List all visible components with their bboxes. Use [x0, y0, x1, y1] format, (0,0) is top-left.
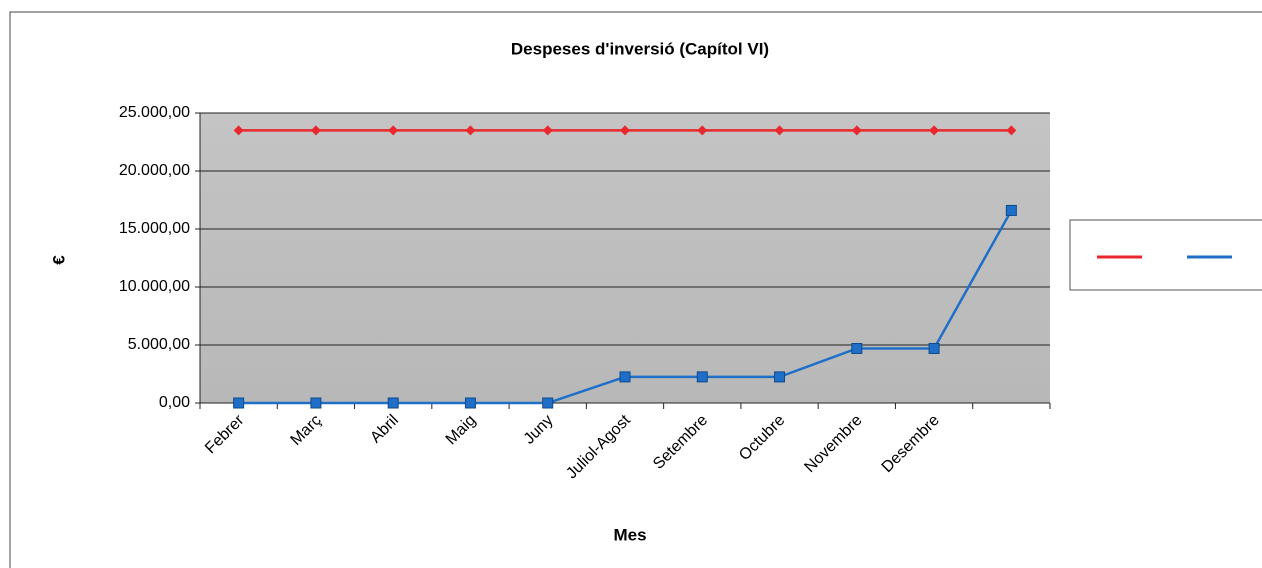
marker [310, 125, 321, 136]
marker [620, 125, 630, 136]
marker [388, 125, 399, 136]
marker [233, 397, 245, 409]
marker [387, 397, 399, 409]
marker [851, 342, 863, 354]
marker [929, 125, 940, 136]
marker [233, 125, 244, 136]
marker [1005, 204, 1017, 216]
marker [774, 371, 786, 383]
y-tick-label: 20.000,00 [119, 162, 190, 179]
chart-title: Despeses d'inversió (Capítol VI) [511, 39, 769, 58]
marker [697, 125, 708, 136]
y-tick-label: 0,00 [159, 394, 190, 411]
marker [619, 371, 631, 383]
marker [851, 125, 862, 136]
marker [696, 371, 708, 383]
y-tick-label: 25.000,00 [119, 104, 190, 121]
marker [774, 125, 785, 136]
marker [542, 397, 554, 409]
y-tick-label: 5.000,00 [128, 336, 190, 353]
x-axis-label: Mes [613, 525, 646, 544]
marker [542, 125, 553, 136]
marker [464, 397, 476, 409]
marker [1006, 125, 1017, 136]
y-tick-label: 15.000,00 [119, 220, 190, 237]
marker [928, 342, 940, 354]
marker [310, 397, 322, 409]
y-axis-label: € [49, 255, 68, 265]
y-tick-label: 10.000,00 [119, 278, 190, 295]
plot-area [200, 113, 1050, 403]
legend [1069, 219, 1262, 291]
marker [465, 125, 476, 136]
